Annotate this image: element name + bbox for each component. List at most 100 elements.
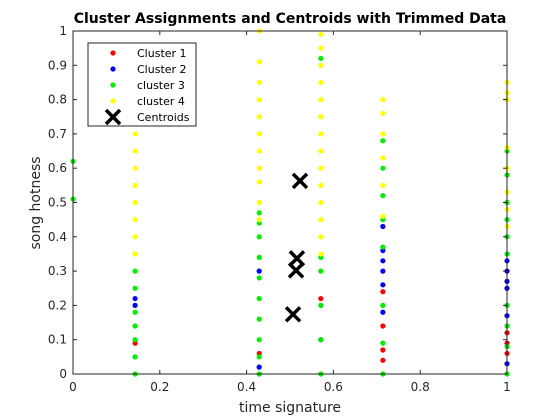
- data-point: [380, 309, 386, 315]
- data-point: [132, 285, 138, 291]
- legend-marker: [110, 66, 116, 72]
- y-tick-label: 0: [59, 367, 67, 381]
- points-layer: [70, 28, 510, 377]
- data-point: [380, 165, 386, 171]
- x-axis-label: time signature: [239, 400, 341, 416]
- y-tick-label: 0.8: [48, 93, 67, 107]
- data-point: [132, 199, 138, 206]
- data-point: [132, 354, 138, 360]
- data-point: [132, 309, 138, 315]
- data-point: [318, 31, 324, 38]
- legend-label: cluster 4: [137, 95, 185, 108]
- y-axis: 0 0.1 0.2 0.3 0.4 0.5 0.6 0.7 0.8 0.9 1: [48, 24, 507, 381]
- data-point: [256, 364, 262, 370]
- data-point: [256, 59, 262, 65]
- data-point: [380, 97, 386, 103]
- centroid-marker: [287, 262, 305, 279]
- x-axis: 0 0.2 0.4 0.6 0.8 1: [69, 31, 511, 394]
- data-point: [318, 234, 324, 240]
- centroids-layer: [284, 172, 309, 323]
- x-tick-label: 1: [503, 380, 511, 394]
- chart-title: Cluster Assignments and Centroids with T…: [74, 11, 507, 27]
- data-point: [256, 254, 262, 260]
- data-point: [256, 217, 262, 223]
- data-point: [380, 258, 386, 264]
- data-point: [256, 295, 262, 302]
- data-point: [380, 213, 386, 219]
- legend: Cluster 1 Cluster 2 cluster 3 cluster 4 Cent…: [87, 42, 197, 127]
- data-point: [132, 217, 138, 223]
- data-point: [380, 340, 386, 346]
- legend-marker: [110, 98, 116, 104]
- data-point: [256, 79, 262, 86]
- data-point: [132, 234, 138, 240]
- x-tick-label: 0.6: [324, 380, 343, 394]
- data-point: [256, 199, 262, 206]
- legend-label: cluster 3: [137, 79, 185, 92]
- data-point: [132, 165, 138, 171]
- legend-marker: [110, 50, 116, 56]
- data-point: [318, 182, 324, 188]
- data-point: [256, 97, 262, 103]
- data-point: [318, 45, 324, 51]
- data-point: [132, 337, 138, 343]
- data-point: [256, 148, 262, 154]
- legend-marker: [110, 82, 116, 88]
- legend-label: Cluster 1: [137, 47, 187, 60]
- data-point: [132, 323, 138, 329]
- x-tick-label: 0.2: [150, 380, 169, 394]
- data-point: [256, 179, 262, 185]
- data-point: [256, 354, 262, 360]
- legend-label: Centroids: [137, 111, 190, 124]
- data-point: [380, 268, 386, 274]
- data-point: [318, 251, 324, 257]
- data-point: [380, 110, 386, 116]
- data-point: [380, 357, 386, 363]
- data-point: [318, 165, 324, 171]
- data-point: [256, 316, 262, 322]
- data-point: [318, 79, 324, 86]
- centroid-stroke: [287, 262, 305, 279]
- data-point: [380, 138, 386, 144]
- centroid-marker: [284, 306, 302, 323]
- data-point: [256, 337, 262, 343]
- data-point: [132, 182, 138, 188]
- data-point: [380, 223, 386, 230]
- data-point: [318, 295, 324, 302]
- data-point: [318, 217, 324, 223]
- data-point: [380, 289, 386, 295]
- data-point: [318, 302, 324, 308]
- centroid-stroke: [284, 306, 302, 323]
- x-tick-label: 0: [69, 380, 77, 394]
- x-tick-label: 0.8: [411, 380, 430, 394]
- data-point: [318, 62, 324, 68]
- data-point: [132, 131, 138, 137]
- y-axis-label: song hotness: [28, 156, 44, 249]
- data-point: [132, 268, 138, 274]
- data-point: [380, 302, 386, 308]
- centroid-stroke: [288, 250, 306, 267]
- data-point: [380, 182, 386, 188]
- data-point: [256, 275, 262, 281]
- y-tick-label: 0.2: [48, 298, 67, 312]
- data-point: [380, 323, 386, 329]
- legend-centroid-marker: [104, 108, 122, 126]
- data-point: [256, 234, 262, 240]
- y-tick-label: 0.3: [48, 264, 67, 278]
- data-point: [318, 148, 324, 154]
- data-point: [256, 165, 262, 171]
- y-tick-label: 0.5: [48, 196, 67, 210]
- y-tick-label: 0.6: [48, 161, 67, 175]
- series-3: [70, 55, 510, 377]
- data-point: [318, 97, 324, 103]
- data-point: [318, 337, 324, 343]
- centroid-marker: [291, 172, 309, 190]
- data-point: [318, 199, 324, 206]
- data-point: [256, 114, 262, 120]
- data-point: [132, 251, 138, 257]
- data-point: [380, 244, 386, 250]
- y-tick-label: 0.4: [48, 230, 67, 244]
- data-point: [318, 131, 324, 137]
- data-point: [318, 114, 324, 120]
